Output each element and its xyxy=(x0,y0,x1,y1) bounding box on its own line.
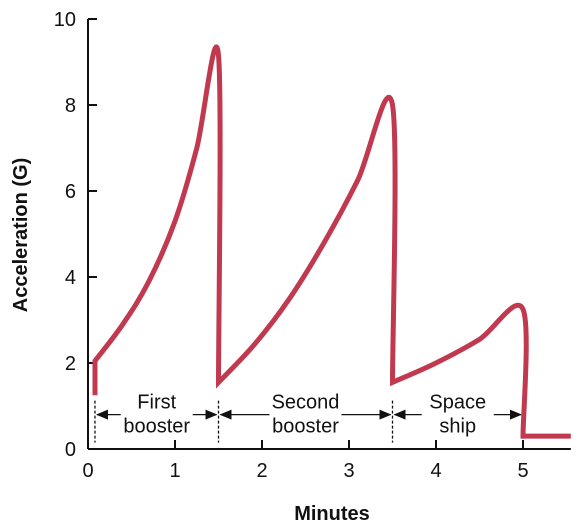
phase-label-line: Second xyxy=(272,392,340,414)
series-layer xyxy=(92,44,571,439)
phase-label-line: First xyxy=(137,392,176,414)
y-tick-label: 6 xyxy=(65,181,76,203)
phase-label: Space ship xyxy=(429,392,486,438)
phase-label-line: Space xyxy=(429,392,486,414)
phase-arrowhead xyxy=(379,409,392,420)
phase-label-line: booster xyxy=(272,416,339,438)
x-tick-label: 5 xyxy=(517,460,528,482)
y-tick-label: 10 xyxy=(54,9,76,31)
phase-arrowhead xyxy=(205,409,218,420)
acceleration-series-line xyxy=(92,44,571,439)
x-tick-label: 3 xyxy=(343,460,354,482)
y-tick-label: 8 xyxy=(65,95,76,117)
phase-label-line: booster xyxy=(123,416,190,438)
phase-label: Second booster xyxy=(272,392,340,438)
y-axis-label: Acceleration (G) xyxy=(10,158,32,312)
x-tick-label: 1 xyxy=(169,460,180,482)
phase-label-line: ship xyxy=(439,416,476,438)
y-tick-label: 4 xyxy=(65,267,76,289)
phase-annotation: Second booster xyxy=(219,392,392,438)
x-tick-label: 2 xyxy=(256,460,267,482)
phase-arrowhead xyxy=(510,409,522,420)
x-tick-label: 4 xyxy=(430,460,441,482)
phase-label: First booster xyxy=(123,392,190,438)
phase-annotation: Space ship xyxy=(393,392,522,438)
phase-arrowhead xyxy=(95,409,108,420)
axes: 0 2 4 6 8 10 0 1 2 3 4 5 xyxy=(54,9,571,482)
y-tick-label: 2 xyxy=(65,353,76,375)
x-tick-label: 0 xyxy=(82,460,93,482)
x-axis-label: Minutes xyxy=(294,503,370,525)
phase-arrowhead xyxy=(219,409,232,420)
phase-arrowhead xyxy=(393,409,406,420)
y-tick-label: 0 xyxy=(65,439,76,461)
phase-annotation: First booster xyxy=(95,392,218,438)
